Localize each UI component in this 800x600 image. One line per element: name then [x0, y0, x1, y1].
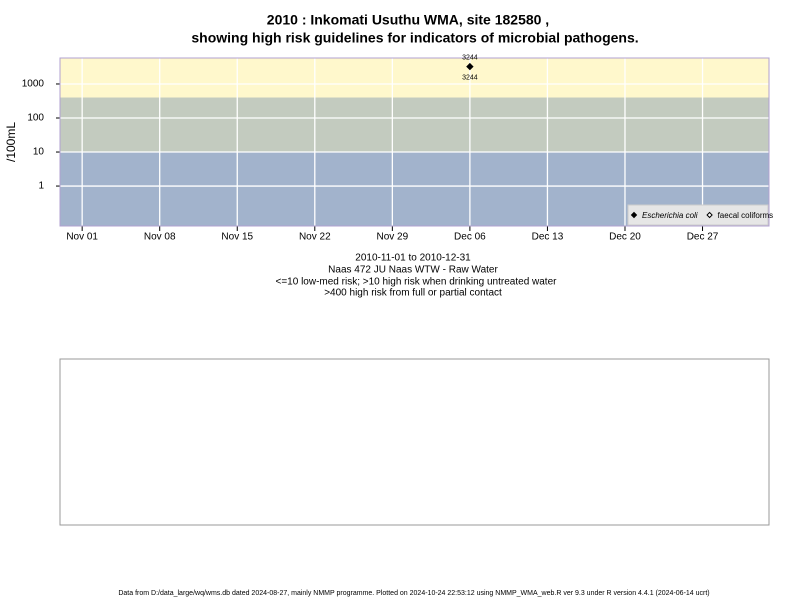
risk-band: [60, 58, 769, 98]
x-tick-label: Dec 06: [454, 232, 486, 243]
y-tick-label: 1000: [22, 79, 45, 90]
y-tick-label: 100: [27, 113, 44, 124]
legend-marker: [706, 211, 713, 219]
risk-note: >400 high risk from full or partial cont…: [324, 288, 502, 299]
x-tick-label: Nov 29: [377, 232, 409, 243]
chart-title: 2010 : Inkomati Usuthu WMA, site 182580 …: [267, 12, 549, 28]
data-point: [466, 62, 474, 71]
risk-note: <=10 low-med risk; >10 high risk when dr…: [276, 277, 558, 288]
date-range: 2010-11-01 to 2010-12-31: [355, 253, 471, 264]
x-tick-label: Nov 01: [66, 232, 98, 243]
x-tick-label: Nov 08: [144, 232, 176, 243]
y-tick-label: 1: [38, 181, 44, 192]
y-axis-label: /100mL: [4, 122, 18, 162]
x-tick-label: Dec 27: [687, 232, 719, 243]
legend: Escherichia coli faecal coliforms: [627, 204, 774, 226]
x-tick-label: Nov 22: [299, 232, 331, 243]
value-label: 3244: [462, 74, 478, 81]
x-tick-label: Dec 13: [532, 232, 564, 243]
y-tick-label: 10: [33, 147, 45, 158]
value-label: 3244: [462, 54, 478, 61]
site-label: Naas 472 JU Naas WTW - Raw Water: [328, 265, 498, 276]
chart-subtitle: showing high risk guidelines for indicat…: [191, 30, 638, 46]
plot-frame: [59, 57, 770, 227]
x-tick-label: Dec 20: [609, 232, 641, 243]
x-tick-label: Nov 15: [221, 232, 253, 243]
empty-panel: [59, 358, 770, 526]
footer: Data from D:/data_large/wq/wms.db dated …: [118, 590, 709, 597]
legend-box: [627, 204, 769, 226]
risk-band: [60, 97, 769, 153]
legend-marker: [630, 211, 638, 219]
legend-label: faecal coliforms: [718, 211, 774, 220]
legend-label: Escherichia coli: [642, 211, 698, 220]
